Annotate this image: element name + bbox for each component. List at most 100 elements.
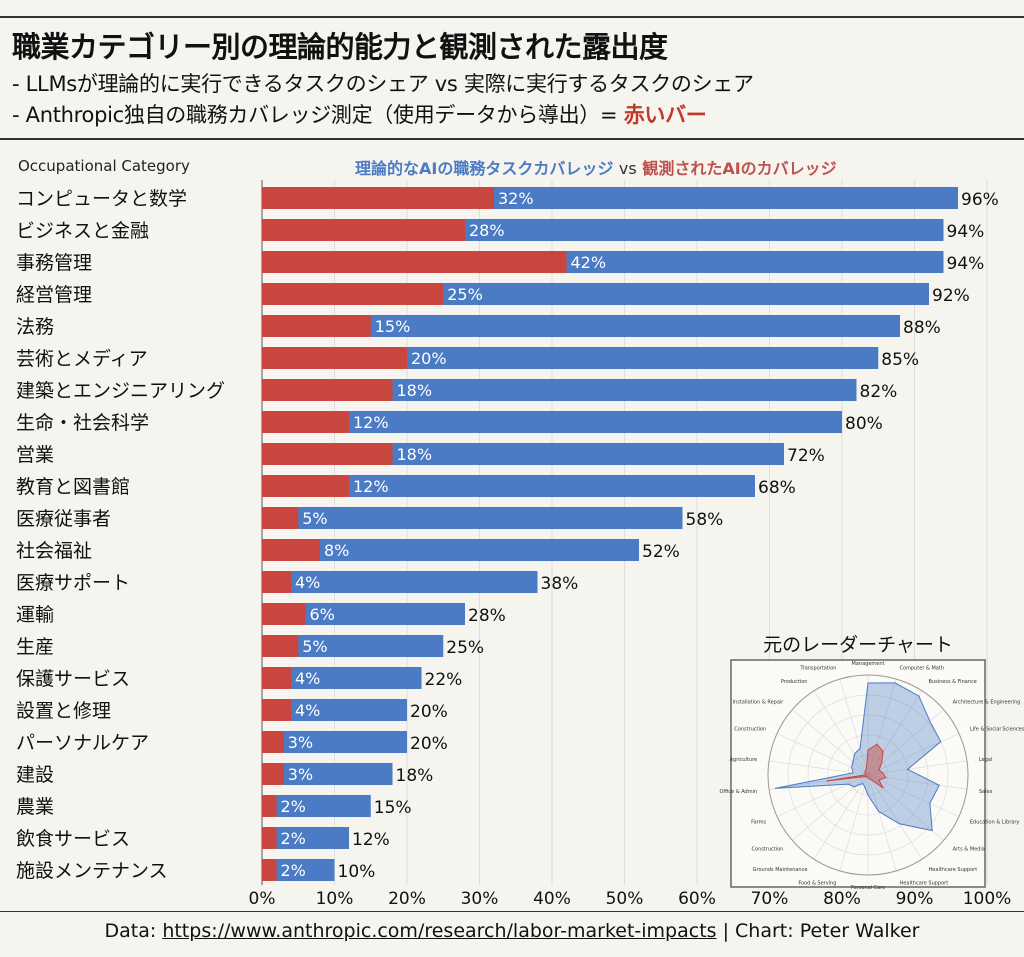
category-label: ビジネスと金融 (16, 220, 149, 242)
category-label: 芸術とメディア (16, 348, 148, 370)
observed-data-label: 4% (295, 701, 320, 720)
radar-spoke (839, 774, 869, 872)
bar-theoretical (262, 539, 639, 561)
bar-observed (262, 635, 299, 657)
observed-data-label: 12% (353, 477, 389, 496)
observed-data-label: 4% (295, 573, 320, 592)
bar-theoretical (262, 859, 335, 881)
bar-theoretical (262, 763, 393, 785)
radar-spoke (867, 774, 968, 790)
bar-theoretical (262, 731, 407, 753)
x-tick-label: 20% (388, 889, 426, 909)
bar-observed (262, 827, 277, 849)
bar-observed (262, 795, 277, 817)
observed-data-label: 2% (281, 861, 306, 880)
observed-data-label: 3% (288, 765, 313, 784)
y-axis-label: Occupational Category (18, 157, 190, 175)
observed-data-label: 32% (498, 189, 534, 208)
category-label: 運輸 (16, 604, 54, 626)
footer-prefix: Data: (104, 920, 163, 942)
theoretical-data-label: 88% (903, 318, 941, 338)
observed-data-label: 20% (411, 349, 447, 368)
bar-theoretical (262, 507, 683, 529)
x-tick-label: 30% (461, 889, 499, 909)
category-label: 経営管理 (16, 284, 92, 306)
theoretical-data-label: 94% (947, 222, 985, 242)
radar-axis-label: Business & Finance (929, 679, 977, 685)
theoretical-data-label: 58% (686, 510, 724, 530)
radar-spoke (867, 760, 968, 776)
radar-spoke (839, 678, 869, 776)
bar-observed (262, 667, 291, 689)
bar-observed (262, 315, 371, 337)
bar-observed (262, 539, 320, 561)
theoretical-data-label: 20% (410, 734, 448, 754)
bar-theoretical (262, 347, 879, 369)
bar-theoretical (262, 699, 407, 721)
observed-data-label: 18% (397, 381, 433, 400)
legend-theoretical: 理論的なAIの職務タスクカバレッジ (355, 159, 614, 178)
subtitle-1: - LLMsが理論的に実行できるタスクのシェア vs 実際に実行するタスクのシェ… (12, 72, 754, 96)
theoretical-data-label: 18% (396, 766, 434, 786)
category-label: 医療サポート (16, 572, 130, 594)
radar-spoke (867, 774, 923, 860)
observed-data-label: 5% (302, 509, 327, 528)
category-label: 飲食サービス (16, 828, 130, 850)
observed-data-label: 4% (295, 669, 320, 688)
bar-observed (262, 251, 567, 273)
observed-data-label: 25% (447, 285, 483, 304)
theoretical-data-label: 92% (932, 286, 970, 306)
radar-axis-label: Management (852, 661, 885, 667)
category-label: 建築とエンジニアリング (16, 380, 225, 402)
x-tick-label: 80% (823, 889, 861, 909)
radar-spoke (768, 760, 869, 776)
radar-axis-label: Personal Care (851, 885, 885, 891)
bar-observed (262, 187, 494, 209)
theoretical-data-label: 28% (468, 606, 506, 626)
bar-observed (262, 571, 291, 593)
theoretical-data-label: 85% (881, 350, 919, 370)
radar-axis-label: Farms (751, 820, 766, 826)
radar-spoke (776, 733, 869, 776)
radar-axis-label: Construction (734, 726, 766, 732)
category-label: コンピュータと数学 (16, 188, 187, 210)
subtitle-2: - Anthropic独自の職務カバレッジ測定（使用データから導出）= 赤いバー (12, 99, 707, 129)
category-label: 法務 (16, 316, 54, 338)
source-link[interactable]: https://www.anthropic.com/research/labor… (162, 920, 717, 942)
x-tick-label: 0% (249, 889, 276, 909)
theoretical-data-label: 80% (845, 414, 883, 434)
observed-data-label: 15% (375, 317, 411, 336)
radar-axis-label: Construction (752, 846, 784, 852)
x-tick-label: 40% (533, 889, 571, 909)
bar-theoretical (262, 667, 422, 689)
observed-data-label: 18% (397, 445, 433, 464)
radar-spoke (792, 709, 869, 776)
radar-axis-label: Legal (979, 757, 992, 763)
radar-spoke (867, 709, 944, 776)
category-label: 設置と修理 (16, 700, 111, 722)
radar-axis-label: Healthcare Support (929, 867, 978, 873)
theoretical-data-label: 12% (352, 830, 390, 850)
bar-theoretical (262, 379, 857, 401)
bar-theoretical (262, 795, 371, 817)
radar-spoke (867, 690, 923, 776)
radar-spoke (813, 774, 869, 860)
theoretical-data-label: 38% (541, 574, 579, 594)
observed-data-label: 28% (469, 221, 505, 240)
observed-data-label: 12% (353, 413, 389, 432)
footer-rule (0, 911, 1024, 912)
category-label: 保護サービス (16, 668, 130, 690)
bar-observed (262, 219, 465, 241)
x-tick-label: 70% (751, 889, 789, 909)
observed-data-label: 3% (288, 733, 313, 752)
radar-axis-label: Agriculture (730, 757, 758, 763)
footer-suffix: | Chart: Peter Walker (716, 920, 920, 942)
radar-axis-label: Life & Social Sciences (970, 726, 1024, 732)
bar-observed (262, 507, 299, 529)
radar-spoke (867, 733, 960, 776)
theoretical-data-label: 20% (410, 702, 448, 722)
x-tick-label: 10% (316, 889, 354, 909)
theoretical-data-label: 15% (374, 798, 412, 818)
category-label: 建設 (16, 764, 54, 786)
